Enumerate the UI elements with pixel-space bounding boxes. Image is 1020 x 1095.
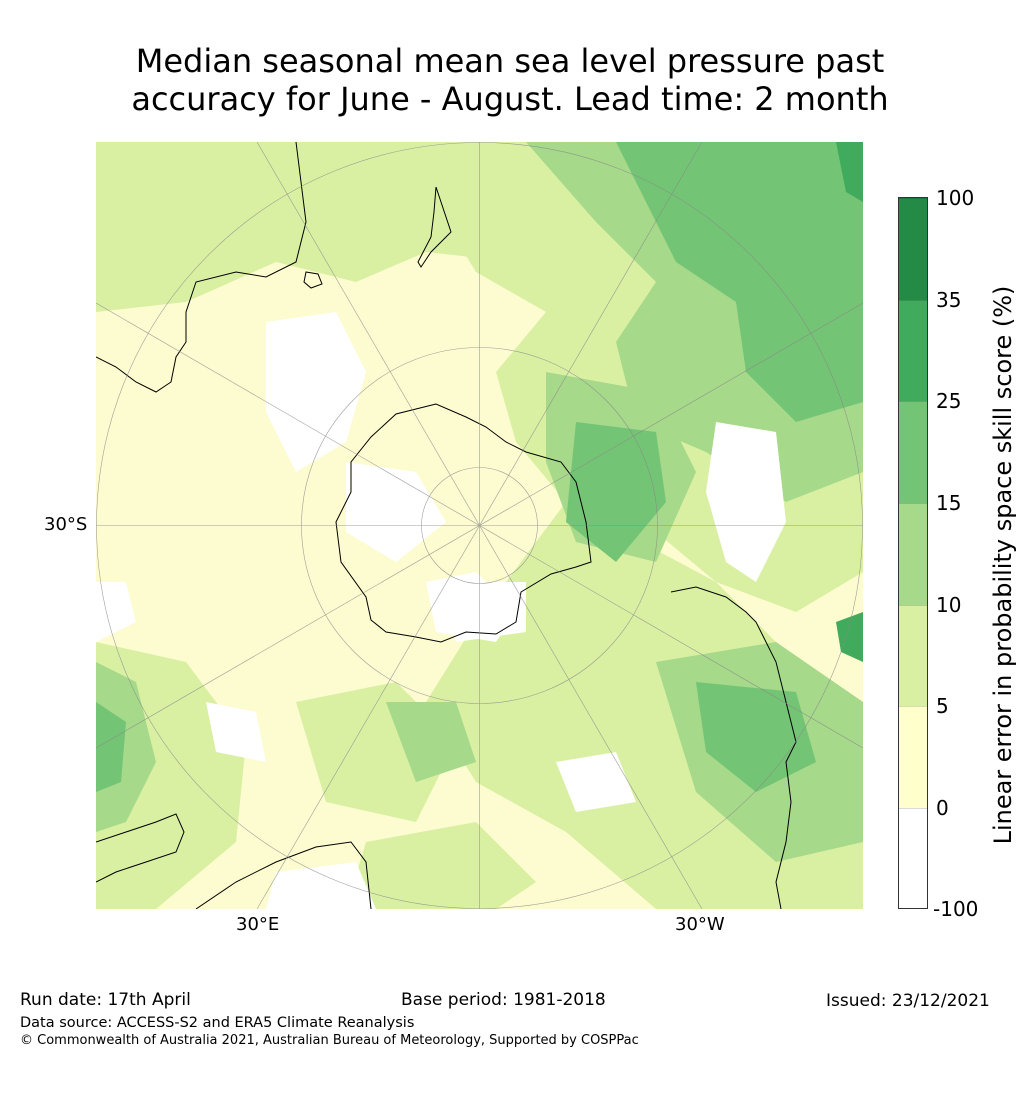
longitude-label-30e: 30°E [236,914,280,935]
skill-region-negative [446,582,526,642]
run-date: Run date: 17th April [20,990,191,1010]
skill-region-25-35 [836,142,863,202]
colorbar-bin [899,605,927,706]
africa-coast [96,813,185,883]
colorbar-tick-label: 5 [936,694,949,718]
copyright-notice: © Commonwealth of Australia 2021, Austra… [20,1033,639,1048]
colorbar-tick-label: 15 [936,491,962,515]
skill-region-negative [96,582,136,642]
skill-region-negative [206,702,266,762]
skill-region-15-25 [96,702,126,792]
antarctica-coast [335,403,592,643]
latitude-label-30s: 30°S [44,514,88,535]
skill-region-negative [556,752,636,812]
skill-map [96,142,863,909]
skill-region-negative [706,422,786,582]
colorbar-bin [899,503,927,605]
skill-region-negative [266,312,366,472]
data-source: Data source: ACCESS-S2 and ERA5 Climate … [20,1015,415,1031]
colorbar-title: Linear error in probability space skill … [989,285,1017,845]
south-america-coast [670,586,797,909]
colorbar-bin [899,198,927,300]
southern-africa-coast [195,841,372,909]
graticule [96,142,863,909]
colorbar-bin [899,300,927,401]
chart-title: Median seasonal mean sea level pressure … [0,42,1020,118]
skill-region-25-35 [836,612,863,662]
new-zealand-coast [417,186,452,268]
skill-region-5-10 [346,822,536,909]
colorbar-bin [899,706,927,808]
tasmania-coast [303,271,323,289]
skill-region-15-25 [566,422,666,562]
base-period: Base period: 1981-2018 [401,990,606,1010]
coastlines [96,142,797,909]
colorbar-tick-label: 0 [936,796,949,820]
colorbar-tick-label: 10 [936,593,962,617]
australia-coast [96,142,307,393]
skill-region-negative [346,462,446,562]
skill-field [96,142,863,909]
colorbar [898,197,928,909]
colorbar-bin [899,808,927,908]
colorbar-tick-label: 35 [936,288,962,312]
map-canvas [96,142,863,909]
colorbar-bin [899,401,927,503]
title-line-2: accuracy for June - August. Lead time: 2… [131,80,889,118]
title-line-1: Median seasonal mean sea level pressure … [135,42,885,80]
skill-region-15-25 [616,142,863,422]
longitude-label-30w: 30°W [675,914,725,935]
skill-region-negative [266,862,376,909]
colorbar-tick-label: -100 [933,897,979,921]
colorbar-tick-label: 25 [936,389,962,413]
colorbar-tick-label: 100 [936,186,975,210]
skill-region-10-15 [386,702,476,782]
meridian-line [96,302,863,749]
issued-date: Issued: 23/12/2021 [826,991,990,1011]
